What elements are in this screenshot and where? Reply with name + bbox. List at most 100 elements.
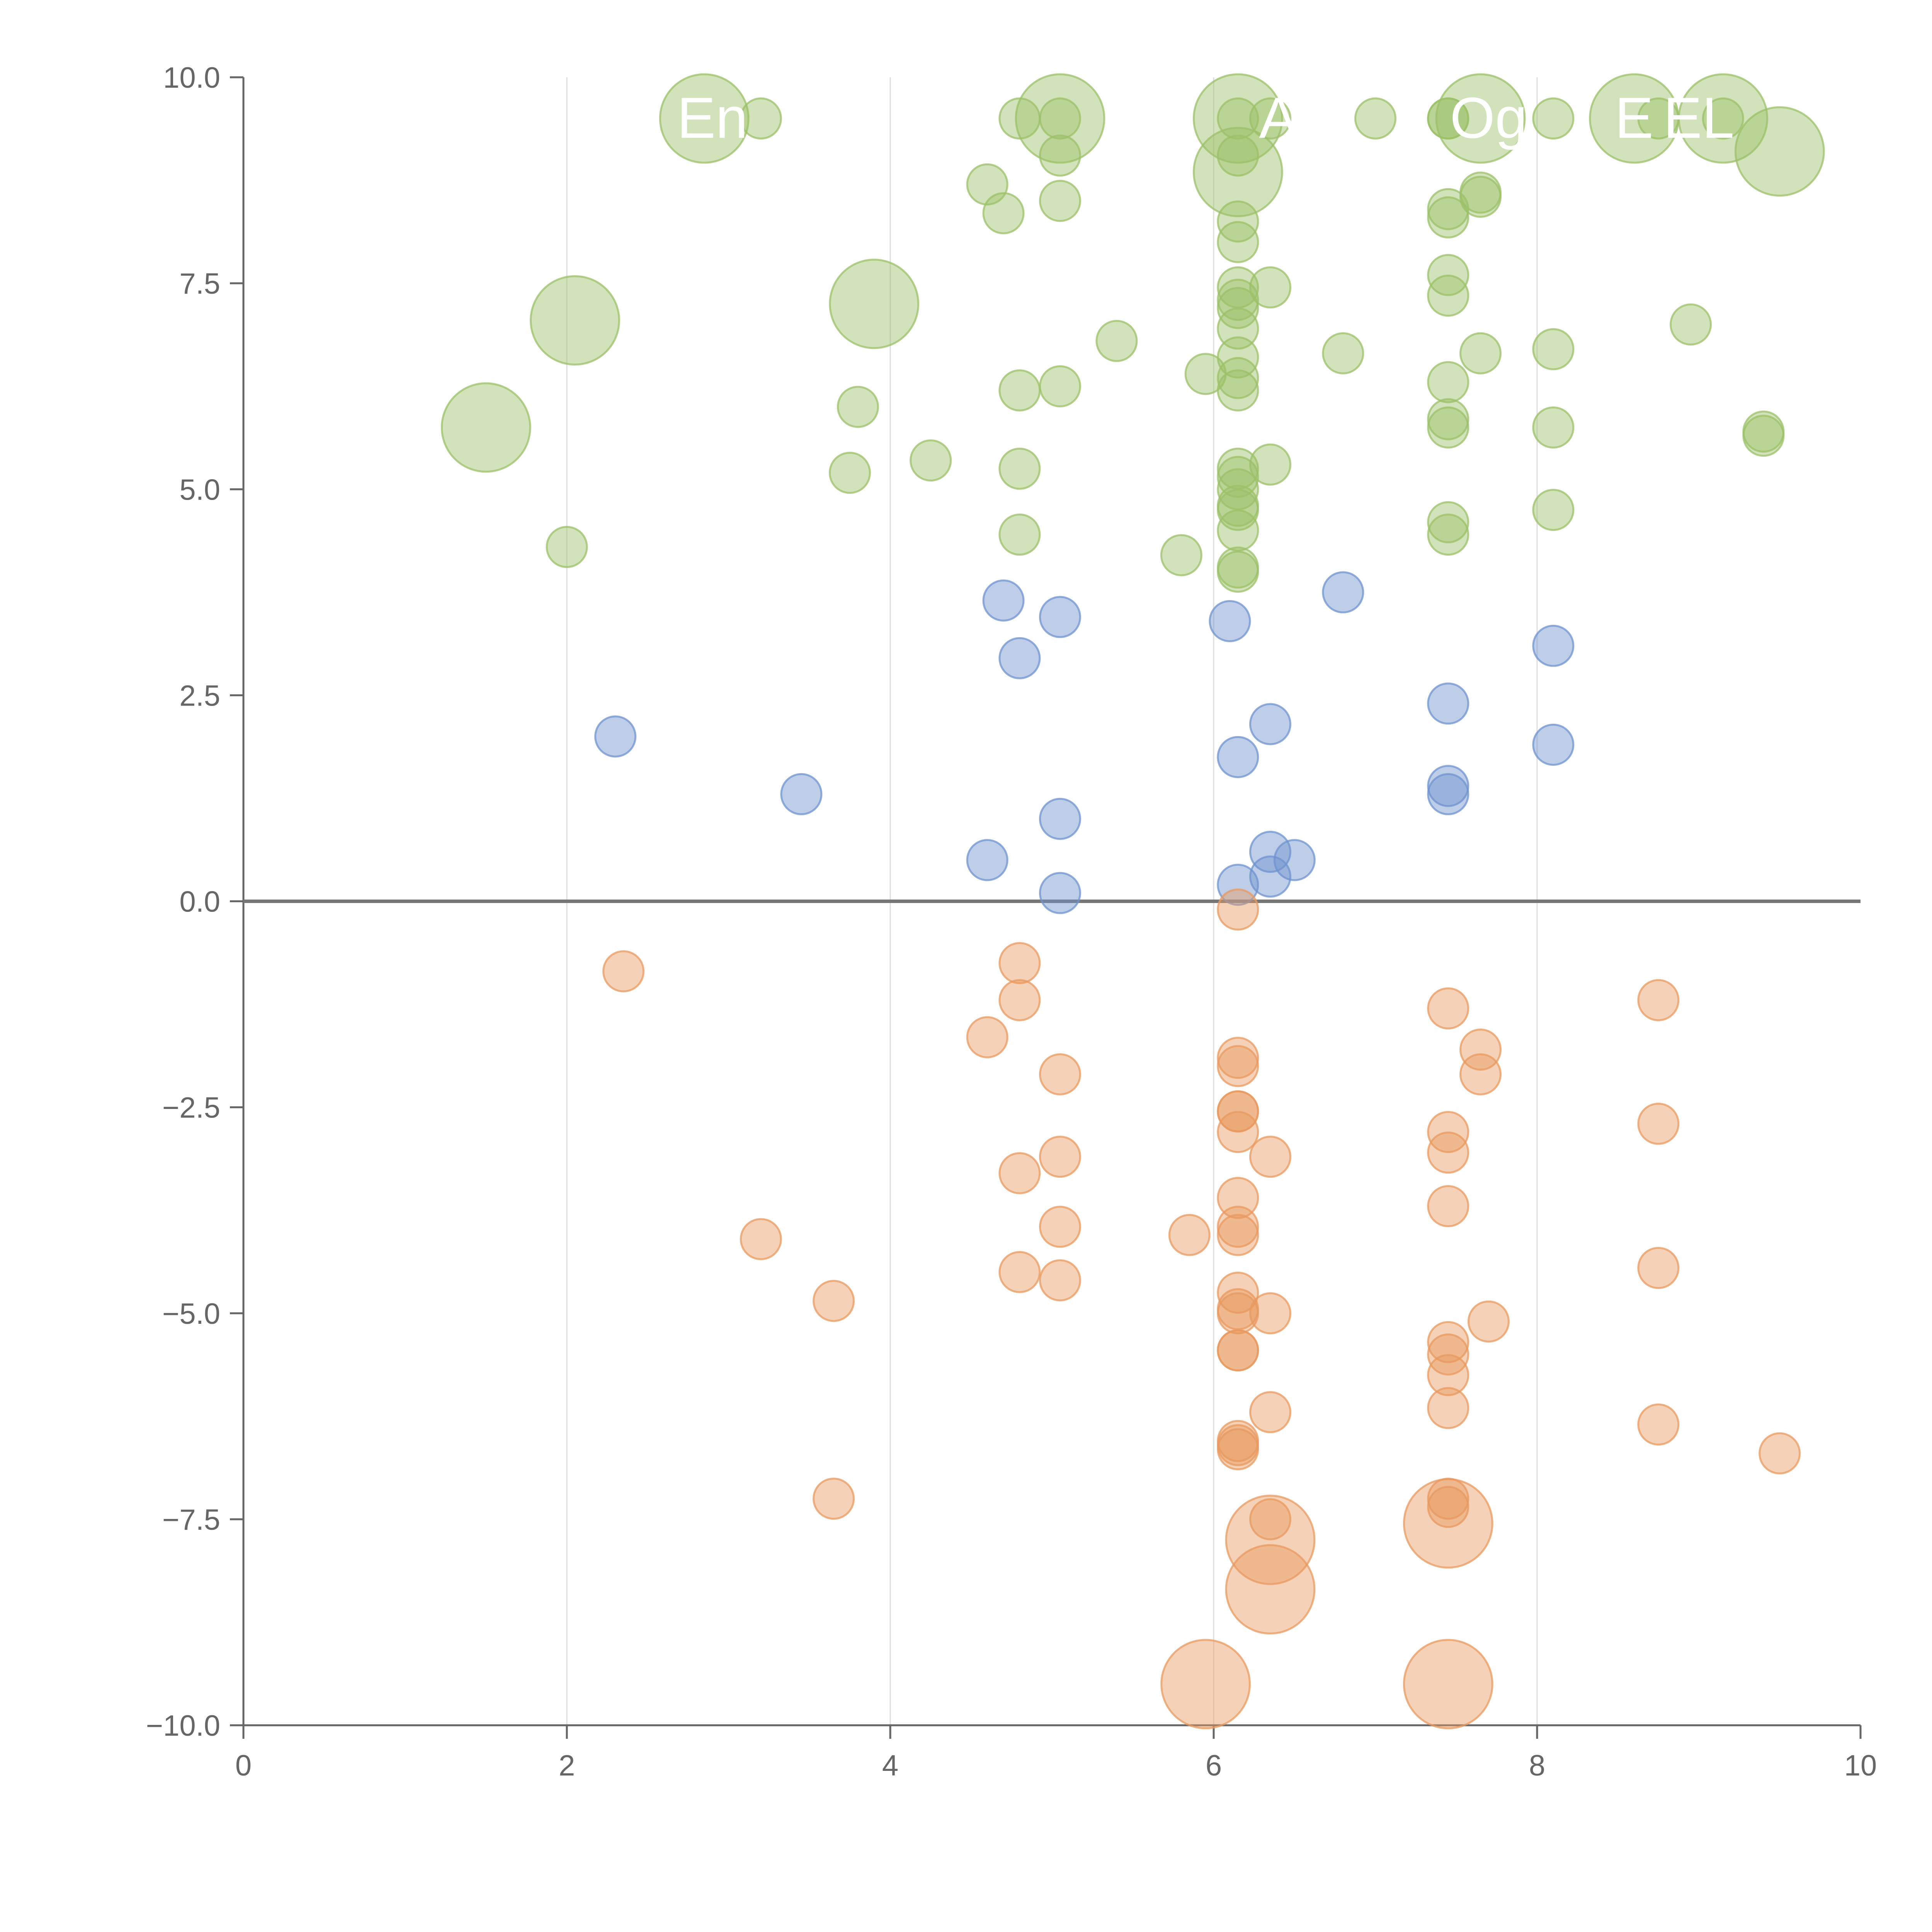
data-point-negative	[1217, 1214, 1259, 1256]
data-point-negative	[1403, 1639, 1493, 1730]
data-point-positive	[1322, 332, 1364, 374]
data-point-negative	[1637, 979, 1680, 1021]
data-point-negative	[998, 1152, 1041, 1194]
data-point-positive	[1427, 406, 1469, 449]
data-point-negative	[998, 942, 1041, 984]
data-point-positive	[1532, 97, 1575, 140]
data-point-neutral	[1249, 831, 1291, 873]
data-point-positive	[440, 382, 531, 473]
x-tick-label: 10	[1844, 1749, 1877, 1782]
data-point-negative	[1249, 1391, 1291, 1434]
data-point-positive	[1217, 551, 1259, 593]
data-point-negative	[1249, 1292, 1291, 1335]
annotation-label: A	[1259, 85, 1298, 150]
data-point-negative	[1427, 987, 1469, 1030]
y-tick-label: 0.0	[179, 886, 220, 918]
y-tick-label: −7.5	[162, 1503, 220, 1536]
data-point-positive	[1217, 97, 1259, 140]
data-point-neutral	[1427, 682, 1469, 725]
annotations: En A Og E EL	[677, 85, 1734, 150]
data-point-positive	[1217, 134, 1259, 177]
data-point-negative	[1225, 1544, 1316, 1635]
data-point-positive	[1217, 357, 1259, 399]
data-point-negative	[1637, 1102, 1680, 1145]
data-point-negative	[1039, 1206, 1081, 1248]
data-point-positive	[1702, 97, 1744, 140]
data-point-positive	[998, 97, 1041, 140]
data-point-negative	[1217, 1329, 1259, 1372]
data-point-negative	[602, 950, 645, 993]
data-point-negative	[1427, 1321, 1469, 1363]
data-point-positive	[1217, 369, 1259, 412]
data-point-positive	[1039, 97, 1081, 140]
data-point-negative	[813, 1280, 855, 1322]
data-point-negative	[1217, 1111, 1259, 1153]
axes: 0 2 4 6 8 10 −10.0 −7.5 −5.0 −2.5 0.0 2.5 5.0 7.5 10.0	[146, 61, 1877, 1782]
data-point-negative	[966, 1016, 1009, 1058]
y-tick-label: 7.5	[179, 267, 220, 300]
data-point-negative	[1168, 1214, 1211, 1256]
data-point-negative	[1427, 1131, 1469, 1174]
data-point-negative	[1217, 1177, 1259, 1219]
data-point-negative	[1637, 1403, 1680, 1446]
annotation-label: EL	[1663, 85, 1734, 150]
data-point-positive	[1427, 97, 1469, 140]
data-point-positive	[1532, 328, 1575, 371]
y-tick-label: −10.0	[146, 1709, 220, 1742]
data-point-positive	[998, 514, 1041, 556]
data-point-positive	[1532, 489, 1575, 531]
data-point-neutral	[1532, 723, 1575, 766]
data-point-positive	[1427, 274, 1469, 317]
data-point-positive	[1160, 534, 1202, 577]
x-tick-label: 2	[559, 1749, 575, 1782]
data-point-negative	[1160, 1639, 1251, 1730]
data-point-neutral	[982, 579, 1025, 622]
data-point-positive	[1670, 303, 1712, 346]
data-point-negative	[1039, 1053, 1081, 1095]
data-point-negative	[1427, 1387, 1469, 1429]
data-point-neutral	[1532, 624, 1575, 667]
data-point-positive	[1249, 97, 1291, 140]
x-tick-label: 6	[1206, 1749, 1222, 1782]
data-point-neutral	[1209, 600, 1251, 642]
data-point-negative	[1427, 1354, 1469, 1396]
data-point-negative	[1217, 1045, 1259, 1087]
data-point-neutral	[594, 715, 637, 758]
data-point-positive	[828, 452, 871, 494]
data-point-positive	[837, 386, 879, 428]
data-point-neutral	[966, 839, 1009, 881]
data-point-negative	[1249, 1136, 1291, 1178]
annotation-label: Og	[1450, 85, 1527, 150]
data-point-positive	[1742, 415, 1785, 457]
data-point-positive	[1217, 456, 1259, 498]
data-point-positive	[1459, 332, 1502, 374]
data-point-positive	[1427, 361, 1469, 403]
data-point-positive	[1217, 307, 1259, 350]
data-point-neutral	[1217, 736, 1259, 778]
data-point-neutral	[1039, 798, 1081, 840]
data-point-negative	[1427, 1486, 1469, 1528]
data-point-positive	[1192, 73, 1283, 164]
data-point-positive	[1039, 365, 1081, 408]
data-point-positive	[998, 369, 1041, 412]
data-point-negative	[1217, 1424, 1259, 1466]
data-point-negative	[1217, 1292, 1259, 1335]
data-point-negative	[1225, 1495, 1316, 1585]
data-point-negative	[998, 1251, 1041, 1293]
annotation-label: E	[1615, 85, 1653, 150]
data-point-positive	[910, 439, 952, 482]
data-point-neutral	[1217, 864, 1259, 906]
data-point-positive	[1734, 106, 1825, 197]
data-point-positive	[829, 259, 920, 349]
data-point-negative	[1759, 1432, 1801, 1475]
data-point-neutral	[1273, 839, 1316, 881]
data-points	[440, 73, 1825, 1730]
data-point-negative	[813, 1478, 855, 1520]
data-point-positive	[1249, 266, 1291, 309]
data-point-neutral	[1039, 872, 1081, 914]
data-point-negative	[1217, 888, 1259, 931]
data-point-positive	[1217, 221, 1259, 263]
data-point-neutral	[1039, 596, 1081, 638]
data-point-positive	[1637, 97, 1680, 140]
